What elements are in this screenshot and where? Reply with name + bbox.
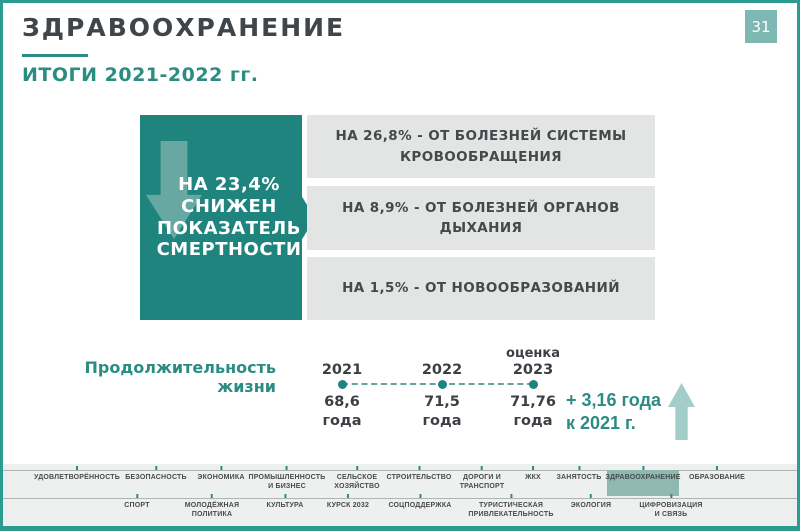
cause-box-circulatory: НА 26,8% - ОТ БОЛЕЗНЕЙ СИСТЕМЫ КРОВООБРА… — [307, 115, 655, 178]
value-unit: года — [422, 412, 462, 429]
tick-icon — [510, 494, 512, 498]
arrow-up-icon — [668, 383, 695, 440]
nav-tab-construction[interactable]: СТРОИТЕЛЬСТВО — [386, 466, 451, 482]
life-expectancy-gain: + 3,16 года к 2021 г. — [566, 390, 662, 433]
nav-tab-housing-utilities[interactable]: ЖКХ — [525, 466, 541, 482]
tick-icon — [532, 466, 534, 470]
tick-icon — [715, 466, 718, 470]
tick-icon — [346, 494, 349, 498]
nav-label: ДОРОГИ И ТРАНСПОРТ — [459, 474, 505, 491]
tick-icon — [135, 494, 138, 498]
page-title: ЗДРАВООХРАНЕНИЕ — [22, 13, 346, 42]
timeline-year-text: 2021 — [321, 362, 363, 379]
nav-label: СОЦПОДДЕРЖКА — [388, 502, 452, 509]
timeline-year-2023: оценка 2023 — [483, 346, 583, 379]
nav-label: ЗАНЯТОСТЬ — [556, 474, 602, 481]
nav-tab-education[interactable]: ОБРАЗОВАНИЕ — [689, 466, 745, 482]
cause-box-neoplasms: НА 1,5% - ОТ НОВООБРАЗОВАНИЙ — [307, 257, 655, 320]
nav-label: КУЛЬТУРА — [266, 502, 304, 509]
nav-label: ЭКОНОМИКА — [197, 474, 245, 481]
nav-label: ЭКОЛОГИЯ — [570, 502, 612, 509]
tick-icon — [670, 494, 672, 498]
timeline-year-2022: 2022 — [392, 362, 492, 379]
nav-tab-economy[interactable]: ЭКОНОМИКА — [197, 466, 244, 482]
timeline-note: оценка — [506, 346, 560, 362]
nav-label: СПОРТ — [124, 502, 150, 509]
tick-icon — [356, 466, 358, 470]
mortality-highlight-text: НА 23,4% СНИЖЕН ПОКАЗАТЕЛЬ СМЕРТНОСТИ — [156, 173, 302, 261]
tick-icon — [283, 494, 286, 498]
tick-icon — [417, 466, 420, 470]
nav-tab-culture[interactable]: КУЛЬТУРА — [266, 494, 303, 510]
nav-label: ТУРИСТИЧЕСКАЯ ПРИВЛЕКАТЕЛЬНОСТЬ — [468, 502, 554, 519]
nav-label: МОЛОДЁЖНАЯ ПОЛИТИКА — [184, 502, 240, 519]
nav-label: ПРОМЫШЛЕННОСТЬ И БИЗНЕС — [248, 474, 326, 491]
nav-tab-employment[interactable]: ЗАНЯТОСТЬ — [556, 466, 601, 482]
nav-tab-industry-business[interactable]: ПРОМЫШЛЕННОСТЬ И БИЗНЕС — [249, 466, 326, 492]
nav-timeline-row2 — [0, 498, 800, 499]
nav-tab-sport[interactable]: СПОРТ — [124, 494, 149, 510]
tick-icon — [286, 466, 288, 470]
nav-tab-digitalization[interactable]: ЦИФРОВИЗАЦИЯ И СВЯЗЬ — [639, 494, 702, 520]
tick-icon — [76, 466, 78, 470]
nav-tab-tourist-attractiveness[interactable]: ТУРИСТИЧЕСКАЯ ПРИВЛЕКАТЕЛЬНОСТЬ — [468, 494, 553, 520]
tick-icon — [220, 466, 222, 470]
nav-tab-safety[interactable]: БЕЗОПАСНОСТЬ — [125, 466, 187, 482]
tick-icon — [481, 466, 483, 470]
nav-timeline-row1 — [0, 470, 800, 471]
nav-tab-agriculture[interactable]: СЕЛЬСКОЕ ХОЗЯЙСТВО — [334, 466, 380, 492]
timeline-dot-2022 — [437, 380, 447, 389]
nav-tab-ecology[interactable]: ЭКОЛОГИЯ — [571, 494, 612, 510]
value-number: 71,76 — [510, 394, 556, 410]
value-number: 71,5 — [424, 394, 460, 410]
value-unit: года — [322, 412, 362, 429]
nav-label: БЕЗОПАСНОСТЬ — [125, 474, 187, 481]
nav-tab-healthcare[interactable]: ЗДРАВООХРАНЕНИЕ — [605, 466, 680, 482]
nav-label: ЖКХ — [525, 474, 541, 481]
timeline-year-2021: 2021 — [292, 362, 392, 379]
nav-label: ОБРАЗОВАНИЕ — [688, 474, 746, 481]
nav-label: СТРОИТЕЛЬСТВО — [386, 474, 452, 481]
nav-tab-kursk-2032[interactable]: КУРСК 2032 — [327, 494, 369, 510]
timeline-dot-2023 — [528, 380, 538, 389]
tick-icon — [418, 494, 421, 498]
nav-tab-roads-transport[interactable]: ДОРОГИ И ТРАНСПОРТ — [460, 466, 505, 492]
nav-tab-satisfaction[interactable]: УДОВЛЕТВОРЁННОСТЬ — [34, 466, 120, 482]
timeline-dot-2021 — [337, 380, 347, 389]
nav-active-highlight — [607, 470, 679, 496]
tick-icon — [589, 494, 592, 498]
page-subtitle: ИТОГИ 2021-2022 гг. — [22, 64, 259, 86]
nav-label: СЕЛЬСКОЕ ХОЗЯЙСТВО — [334, 474, 380, 491]
value-number: 68,6 — [324, 394, 360, 410]
tick-icon — [642, 466, 644, 470]
timeline-year-text: 2023 — [512, 362, 554, 379]
nav-label: КУРСК 2032 — [326, 502, 370, 509]
page-number-badge: 31 — [745, 10, 777, 43]
timeline-year-text: 2022 — [421, 362, 463, 379]
nav-tab-youth-policy[interactable]: МОЛОДЁЖНАЯ ПОЛИТИКА — [185, 494, 240, 520]
tick-icon — [578, 466, 580, 470]
value-unit: года — [513, 412, 553, 429]
nav-label: ЦИФРОВИЗАЦИЯ И СВЯЗЬ — [639, 502, 703, 519]
tick-icon — [210, 494, 213, 498]
nav-label: УДОВЛЕТВОРЁННОСТЬ — [34, 474, 120, 481]
timeline-value-2022: 71,5 года — [392, 393, 492, 431]
life-expectancy-label: Продолжительность жизни — [84, 358, 276, 397]
timeline-value-2021: 68,6 года — [292, 393, 392, 431]
tick-icon — [155, 466, 157, 470]
footer-navigation: УДОВЛЕТВОРЁННОСТЬ БЕЗОПАСНОСТЬ ЭКОНОМИКА… — [0, 464, 800, 526]
timeline-value-2023: 71,76 года — [483, 393, 583, 431]
title-underline — [22, 54, 88, 57]
cause-box-respiratory: НА 8,9% - ОТ БОЛЕЗНЕЙ ОРГАНОВ ДЫХАНИЯ — [307, 186, 655, 250]
mortality-highlight-box: НА 23,4% СНИЖЕН ПОКАЗАТЕЛЬ СМЕРТНОСТИ — [140, 115, 315, 320]
nav-label: ЗДРАВООХРАНЕНИЕ — [605, 474, 681, 481]
nav-tab-social-support[interactable]: СОЦПОДДЕРЖКА — [388, 494, 451, 510]
